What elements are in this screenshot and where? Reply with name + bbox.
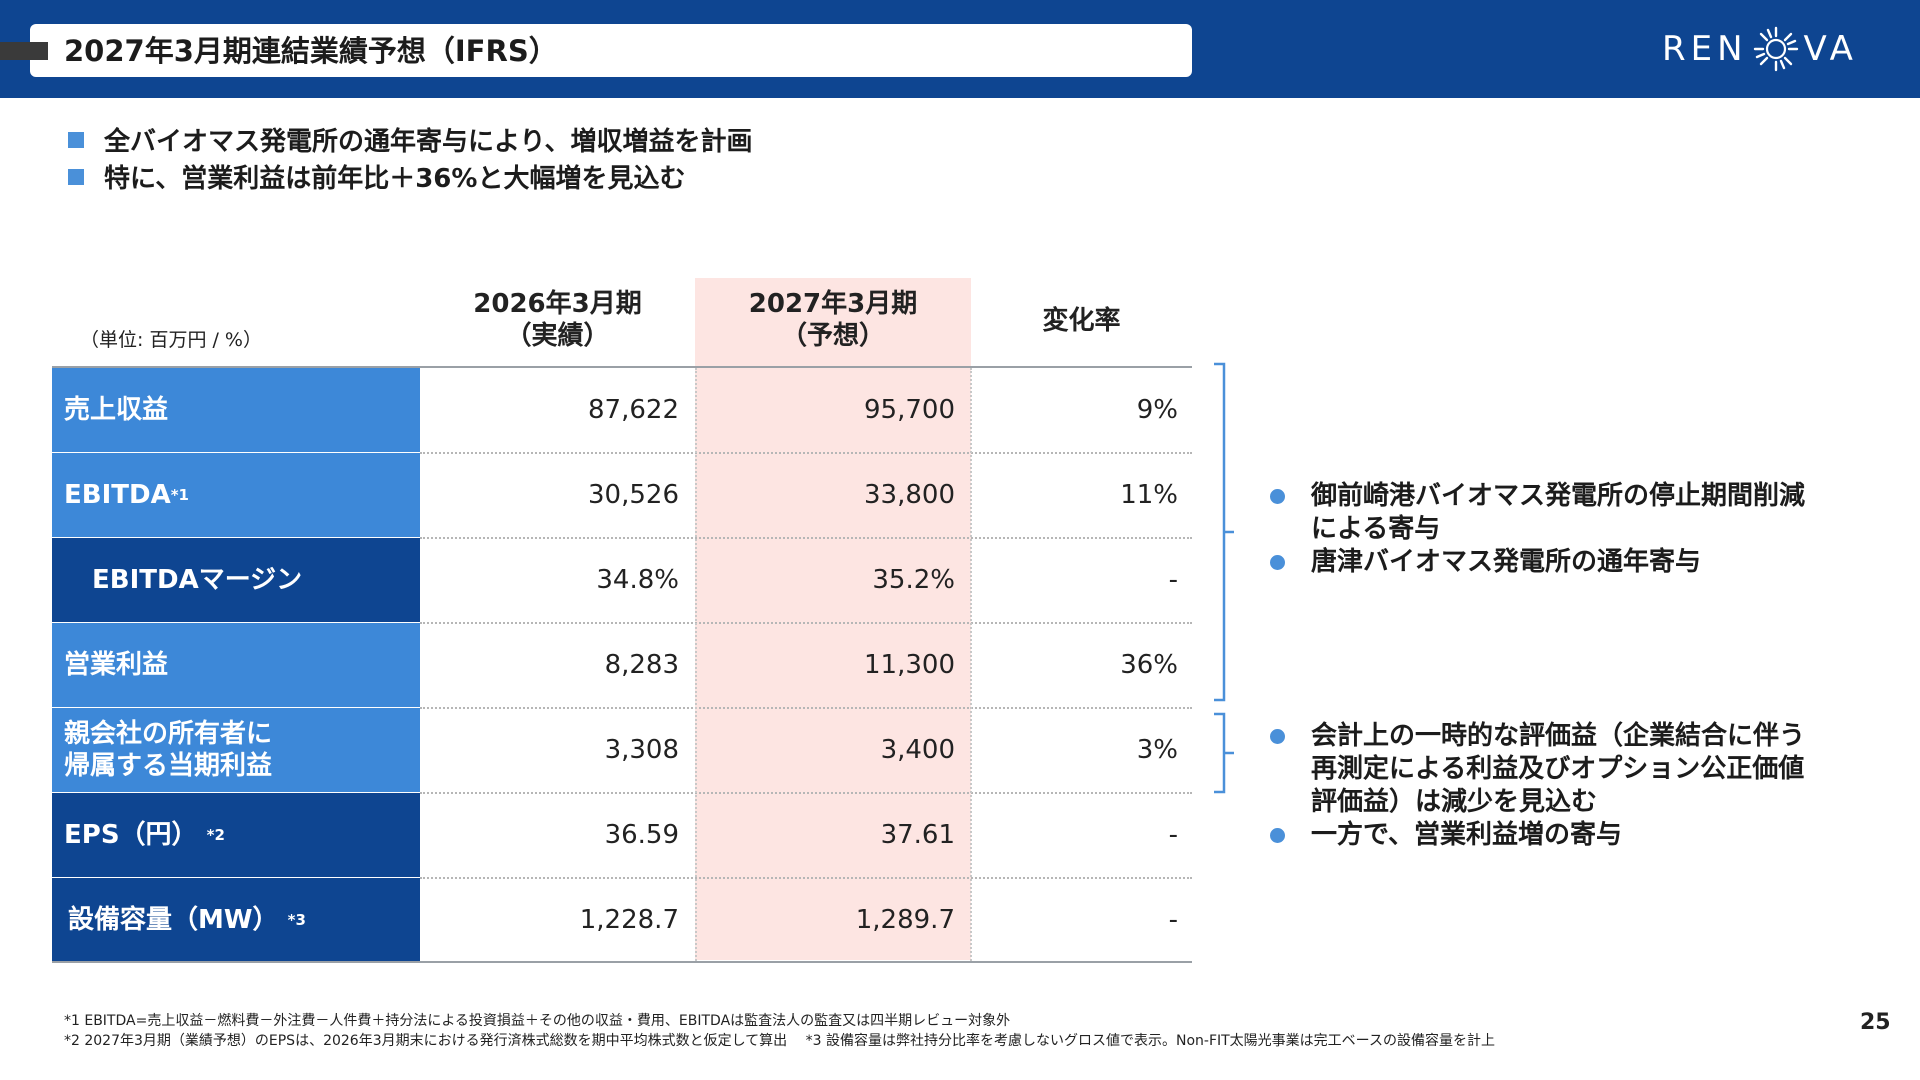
column-header-line: 2027年3月期 — [748, 289, 918, 319]
bullet-text: 全バイオマス発電所の通年寄与により、増収増益を計画 — [104, 127, 753, 157]
logo-sun-icon — [1753, 26, 1798, 72]
footnote-marker: *2 — [206, 826, 225, 844]
summary-bullets: 全バイオマス発電所の通年寄与により、増収増益を計画 特に、営業利益は前年比＋36… — [68, 121, 752, 195]
row-label-net-profit: 親会社の所有者に 帰属する当期利益 — [52, 708, 420, 792]
dot-bullet-icon — [1270, 489, 1285, 504]
cell-forecast: 95,700 — [864, 395, 955, 425]
footnote-marker: *1 — [170, 486, 189, 504]
square-bullet-icon — [68, 131, 84, 148]
row-label-ebitda: EBITDA *1 — [52, 453, 420, 537]
cell-actual: 36.59 — [604, 820, 679, 850]
note-text: 御前崎港バイオマス発電所の停止期間削減 による寄与 — [1311, 480, 1805, 546]
table-bottom-rule — [52, 961, 1192, 963]
cell-forecast: 37.61 — [880, 820, 955, 850]
footnote-line: *1 EBITDA=売上収益－燃料費－外注費－人件費＋持分法による投資損益＋その… — [64, 1013, 1011, 1029]
column-header-line: 変化率 — [1042, 306, 1121, 336]
note-item: 一方で、営業利益増の寄与 — [1270, 819, 1805, 852]
note-line: 会計上の一時的な評価益（企業結合に伴う — [1311, 721, 1806, 751]
cell-actual: 3,308 — [604, 735, 679, 765]
renova-logo: REN VA — [1662, 26, 1858, 72]
note-text: 唐津バイオマス発電所の通年寄与 — [1311, 547, 1702, 577]
column-header-line: 2026年3月期 — [473, 289, 642, 319]
cell-actual: 1,228.7 — [579, 905, 679, 935]
row-label-eps: EPS（円） *2 — [52, 793, 420, 877]
cell-change: - — [1168, 565, 1178, 595]
row-divider — [420, 877, 1192, 879]
summary-bullet: 全バイオマス発電所の通年寄与により、増収増益を計画 — [68, 121, 752, 158]
note-line: による寄与 — [1311, 514, 1441, 544]
note-text: 会計上の一時的な評価益（企業結合に伴う 再測定による利益及びオプション公正価値 … — [1311, 720, 1805, 819]
cell-change: - — [1168, 905, 1178, 935]
cell-change: 9% — [1136, 395, 1178, 425]
note-line: 再測定による利益及びオプション公正価値 — [1311, 754, 1805, 784]
cell-actual: 34.8% — [596, 565, 679, 595]
note-item: 唐津バイオマス発電所の通年寄与 — [1270, 546, 1805, 579]
bullet-text: 特に、営業利益は前年比＋36%と大幅増を見込む — [104, 164, 686, 194]
right-brace-icon — [1214, 712, 1234, 794]
title-box — [30, 24, 1192, 77]
cell-forecast: 33,800 — [864, 480, 955, 510]
footnotes: *1 EBITDA=売上収益－燃料費－外注費－人件費＋持分法による投資損益＋その… — [64, 1011, 1495, 1051]
column-header-change: 変化率 — [971, 305, 1192, 337]
row-label-line: 帰属する当期利益 — [64, 751, 273, 781]
column-header-line: （実績） — [505, 321, 610, 351]
summary-bullet: 特に、営業利益は前年比＋36%と大幅増を見込む — [68, 158, 752, 195]
cell-change: 36% — [1120, 650, 1178, 680]
note-item: 御前崎港バイオマス発電所の停止期間削減 による寄与 — [1270, 480, 1805, 546]
row-divider — [420, 452, 1192, 454]
cell-actual: 8,283 — [604, 650, 679, 680]
note-line: 御前崎港バイオマス発電所の停止期間削減 — [1311, 481, 1806, 511]
column-divider — [695, 368, 697, 961]
title-accent-bar — [0, 42, 48, 60]
cell-forecast: 11,300 — [864, 650, 955, 680]
row-divider — [420, 707, 1192, 709]
footnote-marker: *3 — [287, 911, 306, 929]
forecast-column-highlight — [695, 278, 971, 960]
row-label-line: 親会社の所有者に — [64, 719, 273, 749]
logo-text-right: VA — [1803, 29, 1858, 69]
row-label-revenue: 売上収益 — [52, 368, 420, 452]
notes-group-2: 会計上の一時的な評価益（企業結合に伴う 再測定による利益及びオプション公正価値 … — [1270, 720, 1805, 852]
row-divider — [420, 537, 1192, 539]
dot-bullet-icon — [1270, 729, 1285, 744]
page-number: 25 — [1860, 1010, 1891, 1035]
row-label-capacity: 設備容量（MW） *3 — [52, 878, 420, 962]
cell-forecast: 3,400 — [880, 735, 955, 765]
dot-bullet-icon — [1270, 555, 1285, 570]
note-line: 評価益）は減少を見込む — [1311, 787, 1598, 817]
cell-actual: 30,526 — [588, 480, 679, 510]
column-header-forecast: 2027年3月期 （予想） — [695, 288, 971, 352]
notes-group-1: 御前崎港バイオマス発電所の停止期間削減 による寄与 唐津バイオマス発電所の通年寄… — [1270, 480, 1805, 579]
header-bar: 2027年3月期連結業績予想（IFRS） REN VA — [0, 0, 1920, 98]
footnote-line: *2 2027年3月期（業績予想）のEPSは、2026年3月期末における発行済株… — [64, 1033, 1495, 1049]
right-brace-icon — [1214, 362, 1234, 702]
note-text: 一方で、営業利益増の寄与 — [1311, 820, 1622, 850]
row-divider — [420, 622, 1192, 624]
column-header-line: （予想） — [780, 321, 885, 351]
table-top-rule — [52, 366, 1192, 368]
cell-forecast: 1,289.7 — [855, 905, 955, 935]
unit-label: （単位: 百万円 / %） — [80, 329, 262, 351]
note-item: 会計上の一時的な評価益（企業結合に伴う 再測定による利益及びオプション公正価値 … — [1270, 720, 1805, 819]
logo-text-left: REN — [1662, 29, 1748, 69]
cell-change: 3% — [1136, 735, 1178, 765]
page-title: 2027年3月期連結業績予想（IFRS） — [64, 34, 558, 68]
cell-actual: 87,622 — [588, 395, 679, 425]
column-header-actual: 2026年3月期 （実績） — [420, 288, 695, 352]
cell-change: 11% — [1120, 480, 1178, 510]
cell-change: - — [1168, 820, 1178, 850]
column-divider — [970, 368, 972, 961]
cell-forecast: 35.2% — [872, 565, 955, 595]
row-label-operating-profit: 営業利益 — [52, 623, 420, 707]
row-label-ebitda-margin: EBITDAマージン — [52, 538, 420, 622]
row-divider — [420, 792, 1192, 794]
square-bullet-icon — [68, 168, 84, 185]
dot-bullet-icon — [1270, 828, 1285, 843]
